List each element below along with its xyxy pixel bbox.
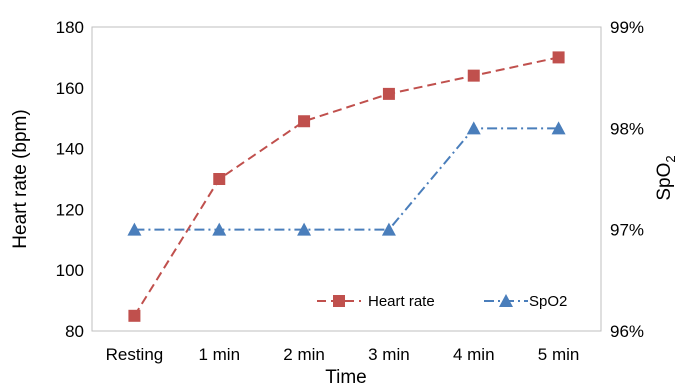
spo2-series-line <box>134 127 559 231</box>
spo2-point <box>297 222 312 236</box>
right-axis-label-main: SpO <box>654 163 675 201</box>
series-layer <box>127 51 566 322</box>
spo2-point <box>127 222 142 236</box>
x-tick-label: 3 min <box>368 345 410 364</box>
heart-rate-point <box>382 87 395 100</box>
left-axis-label: Heart rate (bpm) <box>10 109 31 248</box>
x-axis-label: Time <box>325 367 367 388</box>
heart-rate-point <box>552 51 565 64</box>
left-tick-label: 140 <box>56 140 84 159</box>
x-tick-label: Resting <box>106 345 164 364</box>
heart-rate-point <box>298 115 311 128</box>
right-tick-label: 96% <box>610 322 644 341</box>
x-axis-ticks: Resting 1 min 2 min 3 min 4 min 5 min <box>106 345 580 364</box>
legend-spo2-marker <box>499 294 513 307</box>
spo2-point <box>551 121 566 135</box>
left-axis-ticks: 80 100 120 140 160 180 <box>56 18 84 341</box>
spo2-point <box>212 222 227 236</box>
legend: Heart rate SpO2 <box>317 293 567 310</box>
heart-rate-point <box>213 173 226 185</box>
heart-rate-series-line <box>133 56 559 317</box>
left-tick-label: 80 <box>65 322 84 341</box>
x-tick-label: 5 min <box>538 345 580 364</box>
x-tick-label: 4 min <box>453 345 495 364</box>
left-tick-label: 160 <box>56 79 84 98</box>
spo2-point <box>466 121 481 135</box>
x-tick-label: 1 min <box>198 345 240 364</box>
right-tick-label: 97% <box>610 221 644 240</box>
spo2-point <box>381 222 396 236</box>
right-axis-ticks: 96% 97% 98% 99% <box>610 18 644 341</box>
right-axis-label: SpO2 <box>654 155 675 200</box>
right-tick-label: 98% <box>610 119 644 138</box>
right-tick-label: 99% <box>610 18 644 37</box>
x-tick-label: 2 min <box>283 345 325 364</box>
left-tick-label: 100 <box>56 261 84 280</box>
right-axis-label-subscript: 2 <box>663 155 675 162</box>
plot-area-frame <box>91 26 602 332</box>
legend-heart-rate-marker <box>333 295 345 307</box>
legend-spo2-label: SpO2 <box>529 293 567 310</box>
left-tick-label: 180 <box>56 18 84 37</box>
legend-heart-rate-label: Heart rate <box>368 293 435 310</box>
left-tick-label: 120 <box>56 200 84 219</box>
heart-rate-point <box>128 309 141 322</box>
heart-rate-point <box>467 69 480 82</box>
